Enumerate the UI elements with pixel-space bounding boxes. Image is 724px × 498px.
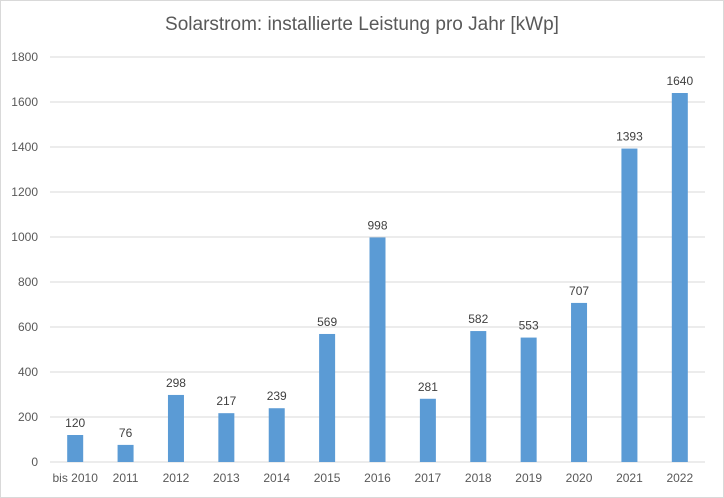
- bar: [520, 337, 537, 462]
- bar: [67, 435, 84, 462]
- y-tick-label: 200: [18, 410, 38, 424]
- x-tick-label: 2020: [566, 471, 593, 485]
- bar: [218, 413, 235, 462]
- y-tick-label: 1200: [11, 185, 38, 199]
- data-label: 707: [569, 284, 589, 298]
- y-tick-label: 1000: [11, 230, 38, 244]
- data-label: 1393: [616, 130, 643, 144]
- x-tick-label: bis 2010: [53, 471, 99, 485]
- x-tick-label: 2019: [515, 471, 542, 485]
- y-axis-tick-labels: 0 200 400 600 800 1000 1200 1400 1600 1800: [11, 50, 38, 469]
- bar: [167, 394, 184, 462]
- x-tick-label: 2015: [314, 471, 341, 485]
- x-tick-label: 2018: [465, 471, 492, 485]
- y-tick-label: 800: [18, 275, 38, 289]
- data-label: 569: [317, 315, 337, 329]
- bar: [117, 444, 134, 462]
- y-tick-label: 0: [31, 455, 38, 469]
- data-label: 1640: [666, 74, 693, 88]
- y-tick-label: 1400: [11, 140, 38, 154]
- x-tick-label: 2022: [666, 471, 693, 485]
- bar: [571, 302, 588, 462]
- y-tick-label: 400: [18, 365, 38, 379]
- x-tick-label: 2017: [415, 471, 442, 485]
- x-tick-label: 2014: [263, 471, 290, 485]
- bar: [268, 408, 285, 462]
- bar: [369, 237, 386, 462]
- data-label: 998: [367, 218, 387, 232]
- data-label: 76: [119, 426, 133, 440]
- bar: [621, 148, 638, 462]
- data-label: 582: [468, 312, 488, 326]
- x-tick-label: 2013: [213, 471, 240, 485]
- x-tick-label: 2021: [616, 471, 643, 485]
- x-tick-label: 2016: [364, 471, 391, 485]
- x-tick-label: 2011: [113, 471, 139, 485]
- y-tick-label: 1800: [11, 50, 38, 64]
- data-label: 239: [267, 389, 287, 403]
- data-label: 298: [166, 376, 186, 390]
- bar: [319, 333, 336, 462]
- data-labels: 120 76 298 217 239 569 998 281 582 553 707 1393 1640: [65, 74, 693, 440]
- x-axis-tick-labels: bis 2010 2011 2012 2013 2014 2015 2016 2017 2018…: [53, 471, 694, 485]
- data-label: 217: [216, 394, 236, 408]
- bar: [671, 93, 688, 462]
- y-tick-label: 1600: [11, 95, 38, 109]
- bar: [470, 331, 487, 462]
- chart-title: Solarstrom: installierte Leistung pro Ja…: [165, 14, 559, 35]
- x-tick-label: 2012: [163, 471, 190, 485]
- bar: [419, 398, 436, 462]
- bars: [67, 93, 688, 462]
- y-tick-label: 600: [18, 320, 38, 334]
- data-label: 120: [65, 416, 85, 430]
- data-label: 553: [519, 319, 539, 333]
- data-label: 281: [418, 380, 438, 394]
